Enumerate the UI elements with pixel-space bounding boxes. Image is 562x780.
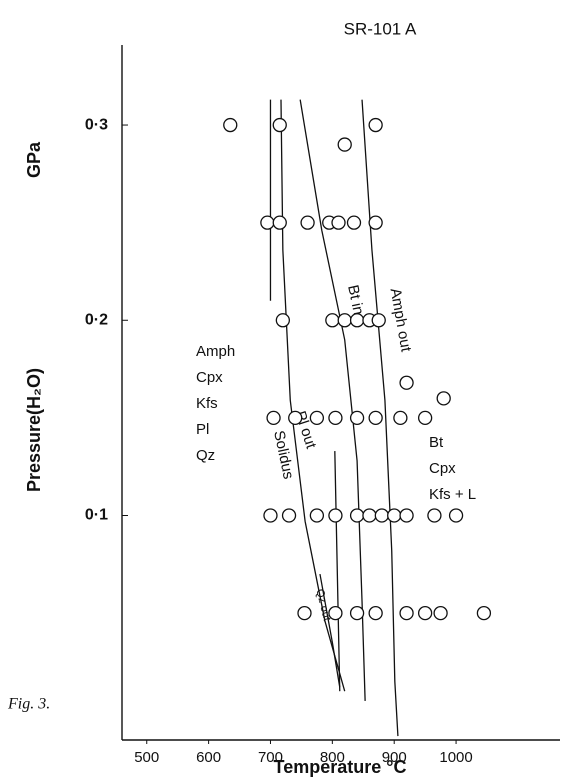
field-label: Amph xyxy=(196,343,235,360)
data-point xyxy=(476,605,492,621)
data-point xyxy=(399,375,414,390)
x-tick-label: 800 xyxy=(320,749,345,766)
field-label: Cpx xyxy=(196,369,223,386)
data-point xyxy=(300,215,315,230)
field-label: Kfs xyxy=(196,395,218,412)
data-point xyxy=(349,313,365,328)
x-tick-label: 900 xyxy=(382,749,407,766)
data-point xyxy=(399,508,414,523)
field-label: Kfs + L xyxy=(429,486,476,503)
boundary-curve xyxy=(299,99,366,701)
data-point xyxy=(337,313,352,328)
data-point xyxy=(266,410,281,426)
y-tick-label: 0·3 xyxy=(85,116,108,133)
data-point xyxy=(281,508,297,523)
data-point xyxy=(393,410,408,426)
data-point xyxy=(272,215,287,230)
x-tick-label: 1000 xyxy=(439,749,472,766)
data-point xyxy=(399,605,414,621)
data-point xyxy=(275,313,290,328)
data-point xyxy=(374,508,389,523)
caption: Fig. 3. xyxy=(7,696,50,713)
data-point xyxy=(263,508,278,523)
data-point xyxy=(288,410,303,426)
data-point xyxy=(260,215,275,230)
data-point xyxy=(337,137,352,152)
y-axis-label: Pressure(H₂O) xyxy=(24,368,44,492)
curve-label: Solidus xyxy=(270,429,297,481)
data-point xyxy=(346,215,362,230)
data-point xyxy=(325,313,340,328)
data-point xyxy=(349,605,365,621)
field-label: Cpx xyxy=(429,460,456,477)
data-point xyxy=(349,410,365,426)
data-point xyxy=(436,391,451,406)
boundary-curve xyxy=(280,99,346,692)
data-point xyxy=(297,605,312,621)
field-label: Qz xyxy=(196,447,215,464)
data-point xyxy=(309,410,325,426)
curve-label: Bt in xyxy=(344,283,367,316)
data-point xyxy=(371,313,386,328)
x-tick-label: 700 xyxy=(258,749,283,766)
data-point xyxy=(368,215,383,230)
data-point xyxy=(427,508,442,523)
data-point xyxy=(448,508,464,523)
y-axis-unit: GPa xyxy=(24,141,44,178)
x-tick-label: 500 xyxy=(134,749,159,766)
x-tick-label: 600 xyxy=(196,749,221,766)
data-point xyxy=(328,508,343,523)
chart-title: SR-101 A xyxy=(344,19,417,38)
data-point xyxy=(368,410,383,426)
data-point xyxy=(309,508,325,523)
data-point xyxy=(328,605,343,621)
data-point xyxy=(362,508,377,523)
data-point xyxy=(417,410,433,426)
data-point xyxy=(387,508,402,523)
data-point xyxy=(368,605,383,621)
data-point xyxy=(417,605,433,621)
x-axis-label: Temperature °C xyxy=(274,757,407,777)
data-point xyxy=(331,215,346,230)
y-tick-label: 0·2 xyxy=(85,311,108,328)
boundary-curve xyxy=(319,573,341,688)
boundary-curve xyxy=(334,451,341,692)
data-point xyxy=(328,410,343,426)
data-point xyxy=(433,605,448,621)
field-label: Bt xyxy=(429,434,444,451)
data-point xyxy=(349,508,365,523)
field-label: Pl xyxy=(196,421,209,438)
y-tick-label: 0·1 xyxy=(85,507,108,524)
data-point xyxy=(272,117,287,133)
data-point xyxy=(368,117,383,133)
data-point xyxy=(223,117,238,133)
curve-label: Amph out xyxy=(387,287,415,354)
